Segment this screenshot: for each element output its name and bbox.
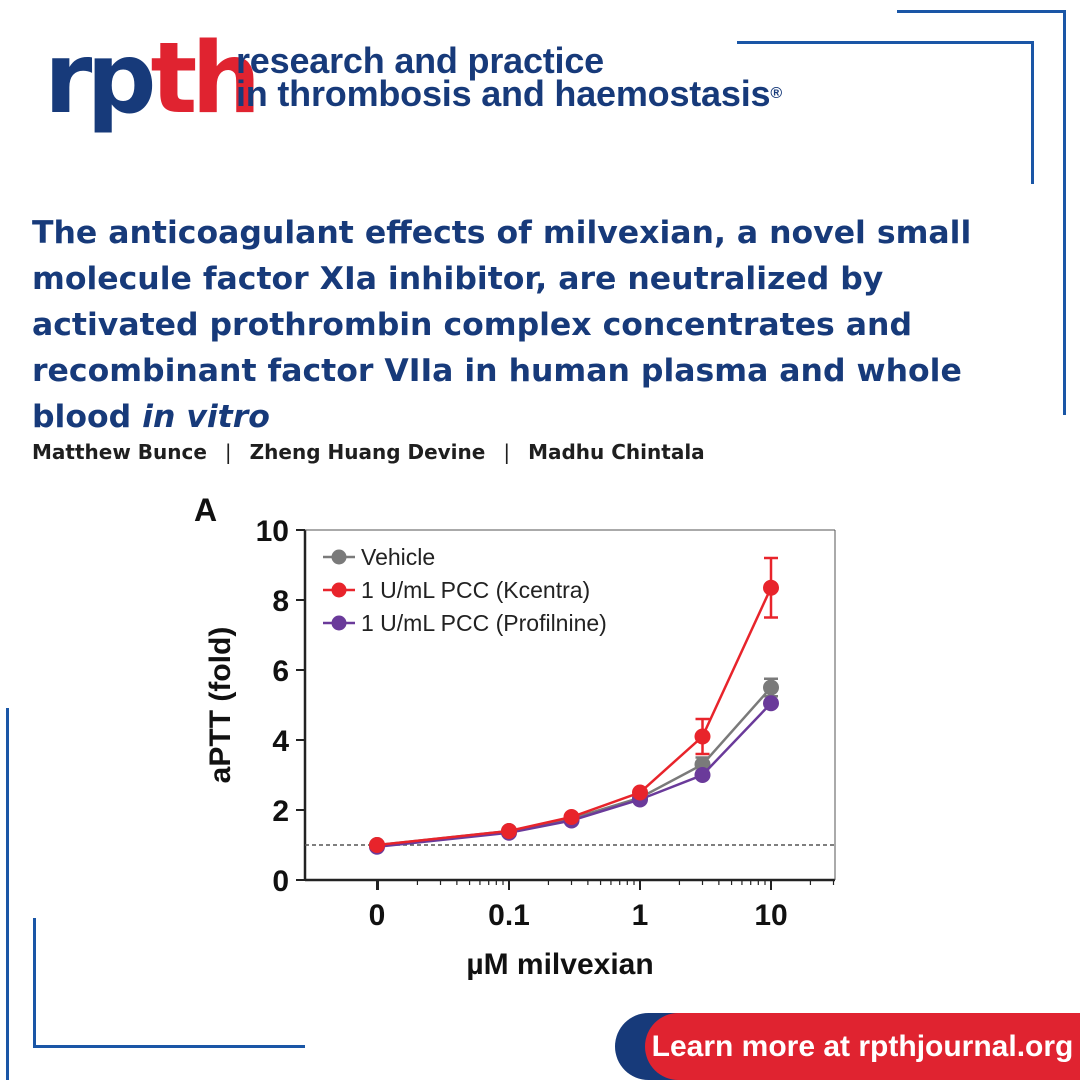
frame-line-bottom-inner (33, 1045, 305, 1048)
x-tick-label: 1 (632, 899, 649, 932)
frame-line-right-outer (1063, 10, 1066, 415)
y-tick-label: 4 (272, 725, 289, 758)
data-point (369, 837, 385, 853)
data-point (501, 823, 517, 839)
article-title-italic: in vitro (142, 399, 270, 435)
data-point (694, 728, 711, 745)
series-2 (369, 556, 779, 853)
author-list: Matthew Bunce | Zheng Huang Devine | Madhu C… (32, 440, 705, 464)
x-tick-label: 0 (369, 899, 386, 932)
rpth-logo: rpth (44, 30, 261, 128)
data-point (763, 579, 779, 596)
journal-line-1: research and practice (236, 40, 604, 81)
logo-th: th (150, 22, 261, 136)
legend-label: 1 U/mL PCC (Profilnine) (361, 610, 607, 636)
author-3: Madhu Chintala (528, 440, 705, 464)
y-tick-label: 2 (272, 795, 289, 828)
article-title: The anticoagulant effects of milvexian, … (32, 210, 1047, 440)
frame-line-left-inner (33, 918, 36, 1048)
y-axis-label: aPTT (fold) (204, 627, 237, 784)
frame-line-right-inner (1031, 41, 1034, 184)
series-line (376, 702, 772, 848)
article-title-text: The anticoagulant effects of milvexian, … (32, 215, 972, 435)
panel-label: A (194, 492, 217, 528)
learn-more-link[interactable]: Learn more at rpthjournal.org (645, 1013, 1080, 1080)
author-separator: | (224, 440, 232, 464)
frame-line-left-outer (6, 708, 9, 1080)
data-point (763, 679, 779, 696)
logo-rp: rp (44, 22, 157, 136)
y-tick-label: 8 (272, 585, 289, 618)
frame-line-top-outer (897, 10, 1066, 13)
author-separator: | (503, 440, 511, 464)
learn-more-banner[interactable]: Learn more at rpthjournal.org (615, 1013, 1080, 1080)
journal-name: research and practice in thrombosis and … (236, 40, 782, 112)
author-1: Matthew Bunce (32, 440, 207, 464)
frame-line-top-inner (737, 41, 1034, 44)
y-tick-label: 6 (272, 655, 289, 688)
journal-line-2: in thrombosis and haemostasis® (236, 76, 782, 112)
x-tick-label: 10 (754, 899, 787, 932)
series-line (376, 587, 773, 847)
data-point (763, 695, 779, 712)
journal-line-2-text: in thrombosis and haemostasis (236, 73, 771, 114)
registered-mark: ® (770, 85, 782, 102)
y-tick-label: 10 (256, 515, 289, 548)
aptt-chart: A 0 2 4 6 8 10 0 0.1 1 10 Vehicle 1 U/mL PCC (Kcen… (194, 492, 836, 981)
x-tick-label: 0.1 (488, 899, 530, 932)
data-point (563, 809, 580, 825)
legend-label: 1 U/mL PCC (Kcentra) (361, 577, 590, 603)
legend-swatch-marker (331, 549, 347, 565)
series-3 (369, 695, 779, 855)
legend-swatch-marker (331, 582, 347, 598)
author-2: Zheng Huang Devine (249, 440, 486, 464)
y-tick-label: 0 (272, 865, 289, 898)
x-axis-label: µM milvexian (466, 948, 653, 981)
data-point (632, 784, 648, 801)
legend-swatch-marker (331, 615, 347, 631)
legend-label: Vehicle (361, 544, 435, 570)
data-point (694, 767, 711, 783)
